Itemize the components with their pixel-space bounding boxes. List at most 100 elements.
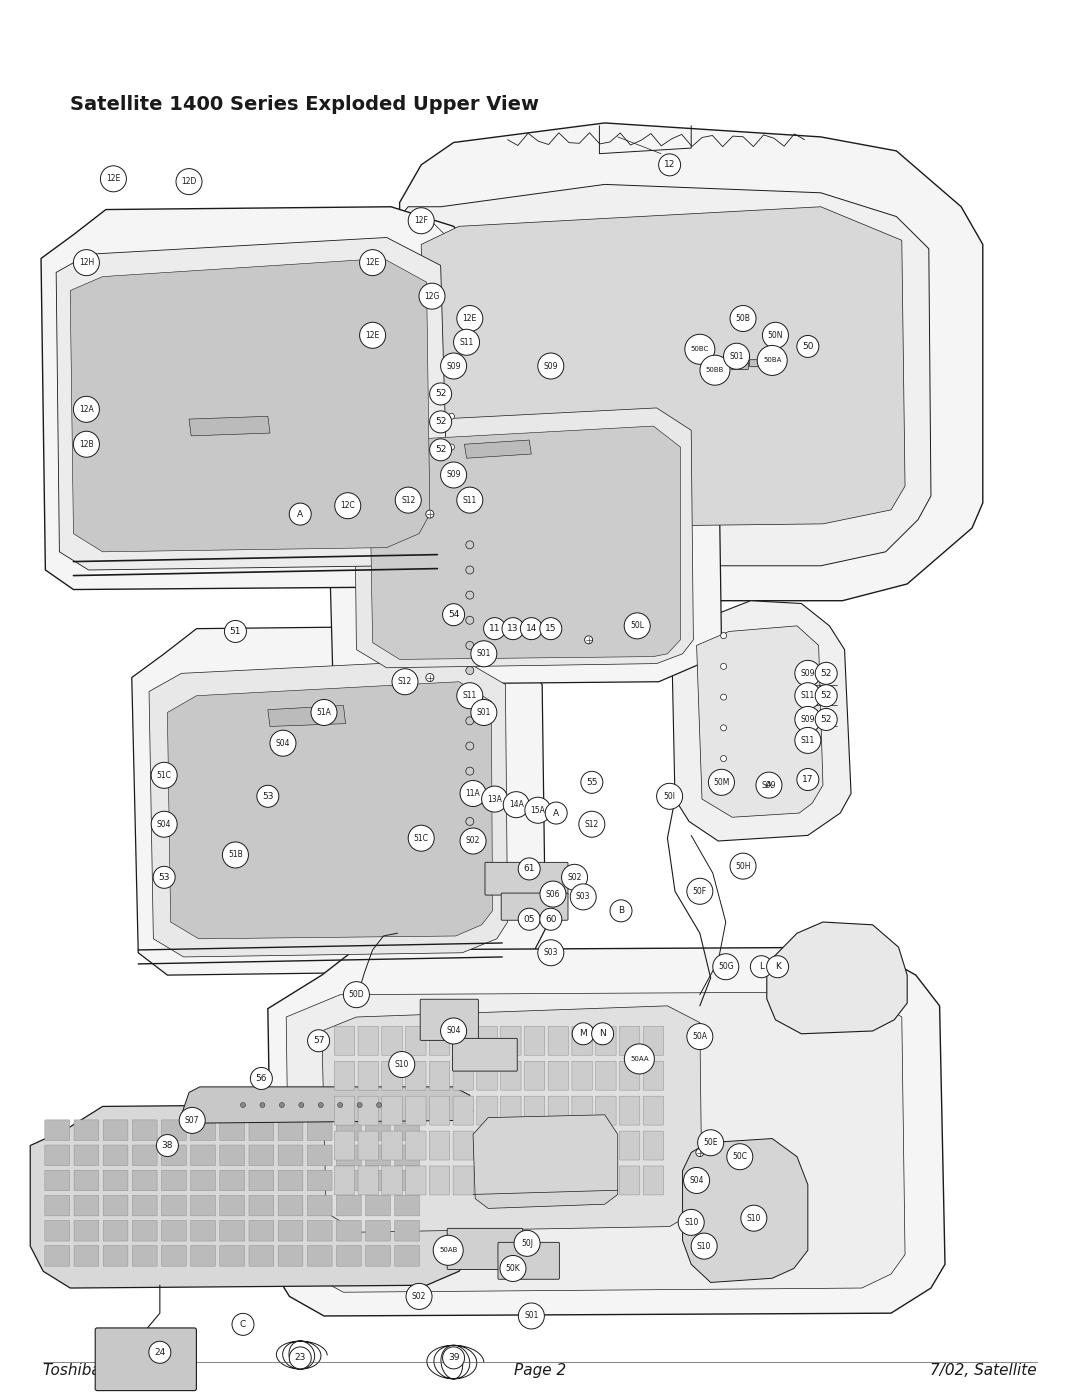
FancyBboxPatch shape xyxy=(308,1196,332,1215)
Circle shape xyxy=(503,792,529,817)
Polygon shape xyxy=(767,922,907,1034)
Circle shape xyxy=(392,669,418,694)
Polygon shape xyxy=(473,1115,618,1208)
FancyBboxPatch shape xyxy=(249,1146,273,1165)
FancyBboxPatch shape xyxy=(644,1132,663,1160)
FancyBboxPatch shape xyxy=(335,1027,354,1055)
FancyBboxPatch shape xyxy=(596,1166,616,1194)
Polygon shape xyxy=(326,384,721,685)
FancyBboxPatch shape xyxy=(162,1171,186,1190)
FancyBboxPatch shape xyxy=(366,1146,390,1165)
Text: 51C: 51C xyxy=(414,834,429,842)
Text: S01: S01 xyxy=(476,650,491,658)
Circle shape xyxy=(700,1239,708,1248)
Text: S07: S07 xyxy=(185,1116,200,1125)
FancyBboxPatch shape xyxy=(133,1171,157,1190)
FancyBboxPatch shape xyxy=(454,1132,473,1160)
Circle shape xyxy=(465,616,474,624)
FancyBboxPatch shape xyxy=(549,1062,568,1090)
Text: S01: S01 xyxy=(729,352,744,360)
FancyBboxPatch shape xyxy=(359,1062,378,1090)
FancyBboxPatch shape xyxy=(395,1120,419,1140)
Circle shape xyxy=(465,767,474,775)
FancyBboxPatch shape xyxy=(249,1196,273,1215)
FancyBboxPatch shape xyxy=(477,1062,497,1090)
Text: S11: S11 xyxy=(459,338,474,346)
FancyBboxPatch shape xyxy=(337,1146,361,1165)
Text: 50H: 50H xyxy=(735,862,751,870)
FancyBboxPatch shape xyxy=(572,1132,592,1160)
Circle shape xyxy=(389,1052,415,1077)
Circle shape xyxy=(724,344,750,369)
Polygon shape xyxy=(369,426,680,659)
Circle shape xyxy=(592,1023,613,1045)
Circle shape xyxy=(465,817,474,826)
FancyBboxPatch shape xyxy=(335,1062,354,1090)
Circle shape xyxy=(430,411,451,433)
Text: 56: 56 xyxy=(256,1074,267,1083)
Circle shape xyxy=(408,208,434,233)
FancyBboxPatch shape xyxy=(731,362,748,370)
Polygon shape xyxy=(268,947,945,1316)
Polygon shape xyxy=(56,237,448,570)
Circle shape xyxy=(222,842,248,868)
Circle shape xyxy=(257,785,279,807)
Circle shape xyxy=(441,1018,467,1044)
Text: 13A: 13A xyxy=(487,795,502,803)
FancyBboxPatch shape xyxy=(279,1120,302,1140)
FancyBboxPatch shape xyxy=(220,1196,244,1215)
FancyBboxPatch shape xyxy=(620,1097,639,1125)
Circle shape xyxy=(720,664,727,669)
FancyBboxPatch shape xyxy=(45,1146,69,1165)
FancyBboxPatch shape xyxy=(477,1097,497,1125)
Circle shape xyxy=(815,708,837,731)
Circle shape xyxy=(579,812,605,837)
FancyBboxPatch shape xyxy=(406,1132,426,1160)
FancyBboxPatch shape xyxy=(525,1132,544,1160)
FancyBboxPatch shape xyxy=(191,1120,215,1140)
Circle shape xyxy=(751,956,772,978)
FancyBboxPatch shape xyxy=(75,1196,98,1215)
Text: 51A: 51A xyxy=(316,708,332,717)
Text: 15: 15 xyxy=(545,624,556,633)
FancyBboxPatch shape xyxy=(162,1221,186,1241)
Circle shape xyxy=(518,908,540,930)
FancyBboxPatch shape xyxy=(337,1120,361,1140)
Text: 12E: 12E xyxy=(365,331,380,339)
FancyBboxPatch shape xyxy=(525,1166,544,1194)
FancyBboxPatch shape xyxy=(454,1166,473,1194)
Circle shape xyxy=(448,475,455,481)
Text: S06: S06 xyxy=(545,890,561,898)
FancyBboxPatch shape xyxy=(249,1120,273,1140)
FancyBboxPatch shape xyxy=(75,1146,98,1165)
FancyBboxPatch shape xyxy=(430,1166,449,1194)
Polygon shape xyxy=(30,1104,473,1288)
FancyBboxPatch shape xyxy=(572,1097,592,1125)
Text: S11: S11 xyxy=(800,736,815,745)
FancyBboxPatch shape xyxy=(359,1097,378,1125)
FancyBboxPatch shape xyxy=(45,1171,69,1190)
FancyBboxPatch shape xyxy=(162,1246,186,1266)
FancyBboxPatch shape xyxy=(75,1120,98,1140)
Circle shape xyxy=(624,613,650,638)
Text: 15A: 15A xyxy=(530,806,545,814)
FancyBboxPatch shape xyxy=(395,1196,419,1215)
Circle shape xyxy=(73,432,99,457)
FancyBboxPatch shape xyxy=(366,1196,390,1215)
FancyBboxPatch shape xyxy=(366,1171,390,1190)
FancyBboxPatch shape xyxy=(366,1246,390,1266)
Polygon shape xyxy=(683,1139,808,1282)
Circle shape xyxy=(540,908,562,930)
Circle shape xyxy=(448,444,455,450)
Text: 24: 24 xyxy=(154,1348,165,1356)
Circle shape xyxy=(100,166,126,191)
FancyBboxPatch shape xyxy=(572,1027,592,1055)
Circle shape xyxy=(289,503,311,525)
Polygon shape xyxy=(70,258,430,552)
Circle shape xyxy=(465,591,474,599)
FancyBboxPatch shape xyxy=(191,1196,215,1215)
Circle shape xyxy=(720,756,727,761)
Circle shape xyxy=(360,250,386,275)
Circle shape xyxy=(443,604,464,626)
Text: S03: S03 xyxy=(576,893,591,901)
